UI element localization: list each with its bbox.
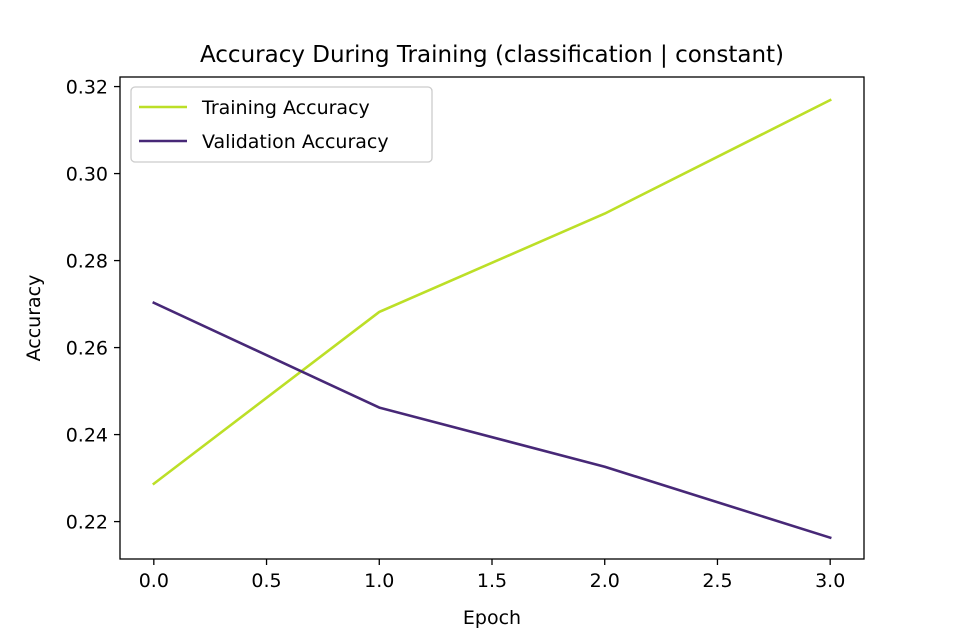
y-tick-label: 0.28 [66,251,108,273]
y-tick-label: 0.30 [66,164,108,186]
x-axis: 0.0 0.5 1.0 1.5 2.0 2.5 3.0 [139,559,845,592]
legend: Training Accuracy Validation Accuracy [130,86,433,163]
y-tick-label: 0.22 [66,512,108,534]
legend-label-training: Training Accuracy [201,97,370,119]
x-axis-label: Epoch [463,607,521,629]
x-tick-label: 1.0 [364,570,394,592]
x-tick-label: 2.5 [702,570,732,592]
series-line-training [151,98,832,486]
x-tick-label: 0.5 [251,570,281,592]
x-tick-label: 0.0 [139,570,169,592]
legend-label-validation: Validation Accuracy [202,131,389,153]
series-line-validation [152,301,832,540]
y-tick-label: 0.24 [66,425,108,447]
x-tick-label: 1.5 [477,570,507,592]
x-tick-label: 3.0 [815,570,845,592]
plot-lines [151,98,832,540]
y-tick-label: 0.32 [66,77,108,99]
legend-box [130,86,433,163]
chart-title: Accuracy During Training (classification… [200,42,784,68]
x-tick-label: 2.0 [590,570,620,592]
y-axis: 0.22 0.24 0.26 0.28 0.30 0.32 [66,77,120,534]
y-axis-label: Accuracy [23,275,45,362]
y-tick-label: 0.26 [66,338,108,360]
